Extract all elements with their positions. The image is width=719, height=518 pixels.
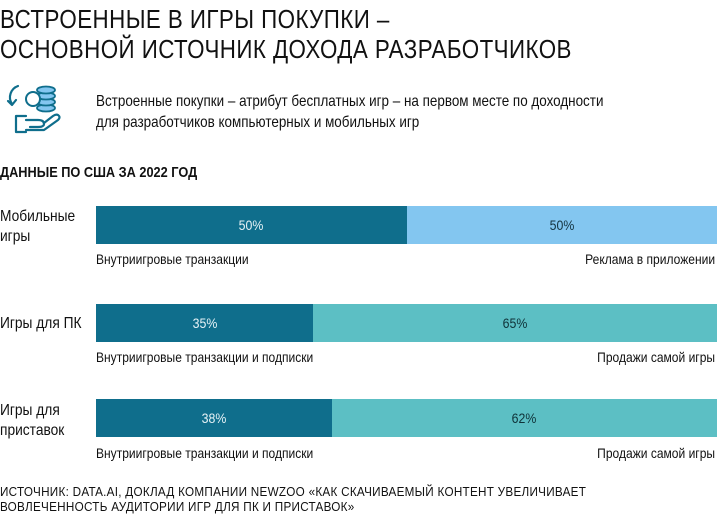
source-line-2: вовлеченность аудитории игр для ПК и при… — [0, 499, 355, 514]
segment-caption-left: Внутриигровые транзакции и подписки — [96, 349, 314, 365]
title-line-2: основной источник дохода разработчиков — [0, 34, 572, 64]
subtitle: Встроенные покупки – атрибут бесплатных … — [96, 91, 716, 133]
segment-caption-right: Продажи самой игры — [597, 445, 715, 461]
segment-caption-right: Продажи самой игры — [597, 349, 715, 365]
category-label-line: Игры для ПК — [0, 315, 82, 332]
source-line-1: Источник: data.ai, доклад компании Newzo… — [0, 484, 587, 499]
bar-mobile: 50% 50% — [96, 206, 717, 244]
bar-segment-console-game-sales: 62% — [331, 399, 717, 437]
category-label-line: приставок — [0, 422, 65, 439]
subtitle-line-1: Встроенные покупки – атрибут бесплатных … — [96, 93, 604, 110]
bar-segment-pc-game-sales: 65% — [313, 304, 717, 342]
category-label-mobile: Мобильные игры — [0, 207, 92, 247]
bar-console: 38% 62% — [96, 399, 717, 437]
category-label-console: Игры для приставок — [0, 401, 92, 441]
title-line-1: Встроенные в игры покупки – — [0, 4, 390, 34]
chart-title: Встроенные в игры покупки – основной ист… — [0, 4, 719, 64]
data-label: 50% — [238, 217, 264, 233]
subtitle-line-2: для разработчиков компьютерных и мобильн… — [96, 114, 420, 131]
data-label: 65% — [502, 315, 528, 331]
category-label-pc: Игры для ПК — [0, 314, 92, 334]
data-label: 62% — [512, 410, 537, 426]
segment-caption-left: Внутриигровые транзакции и подписки — [96, 445, 314, 461]
bar-segment-mobile-ads: 50% — [406, 206, 717, 244]
data-label: 35% — [192, 315, 218, 331]
source-note: Источник: data.ai, доклад компании Newzo… — [0, 484, 719, 514]
hand-with-coins-icon — [6, 84, 61, 134]
category-label-line: Мобильные — [0, 208, 76, 225]
segment-caption-left: Внутриигровые транзакции — [96, 251, 249, 267]
segment-caption-right: Реклама в приложении — [585, 251, 715, 267]
bar-segment-console-in-game: 38% — [96, 399, 332, 437]
bar-pc: 35% 65% — [96, 304, 717, 342]
category-label-line: Игры для — [0, 402, 60, 419]
bar-segment-mobile-in-game: 50% — [96, 206, 407, 244]
data-label: 38% — [201, 410, 227, 426]
section-label: ДАННЫЕ ПО США ЗА 2022 ГОД — [0, 164, 198, 181]
bar-segment-pc-in-game: 35% — [96, 304, 314, 342]
data-label: 50% — [549, 217, 575, 233]
category-label-line: игры — [0, 228, 31, 245]
